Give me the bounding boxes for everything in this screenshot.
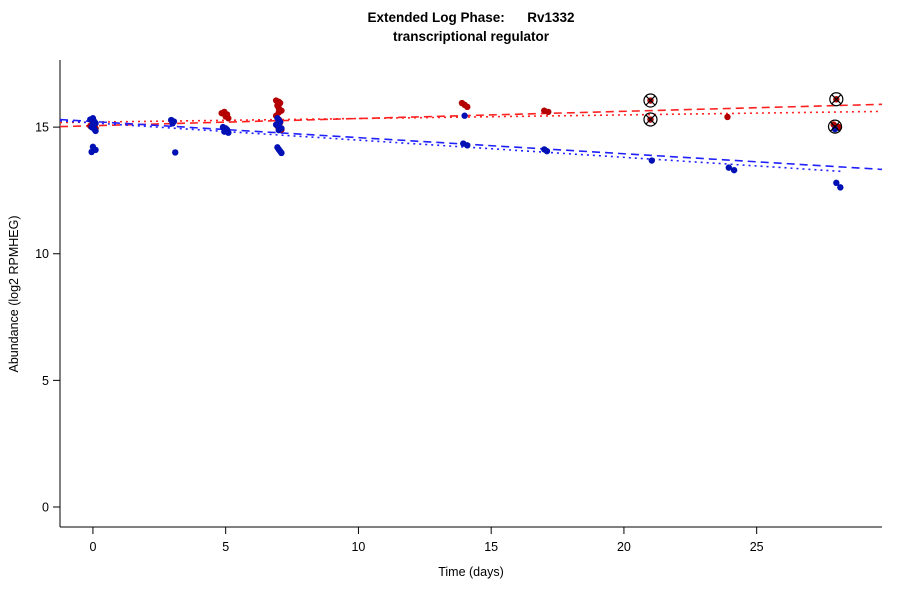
x-tick-label: 25 bbox=[750, 540, 764, 554]
data-point-blue-series bbox=[725, 164, 733, 171]
y-tick-label: 5 bbox=[42, 374, 49, 388]
chart-title: Extended Log Phase: Rv1332 transcription… bbox=[60, 8, 882, 46]
data-point-blue-series bbox=[278, 149, 285, 157]
data-point-red-series bbox=[464, 103, 471, 111]
trend-line-red-series-dashed bbox=[59, 103, 883, 128]
x-tick-label: 20 bbox=[617, 540, 631, 554]
data-point-blue-series bbox=[275, 126, 282, 134]
data-point-blue-series bbox=[833, 179, 840, 187]
data-point-red-series bbox=[225, 115, 232, 122]
x-tick-label: 10 bbox=[351, 540, 365, 554]
flagged-point-circle bbox=[827, 119, 843, 134]
data-point-blue-series bbox=[225, 129, 232, 136]
flagged-point-circle bbox=[829, 92, 844, 107]
data-point-blue-series bbox=[543, 147, 551, 155]
y-tick-label: 10 bbox=[35, 247, 49, 261]
data-point-blue-series bbox=[648, 157, 656, 164]
flagged-point-x bbox=[829, 121, 841, 132]
flagged-point-circle bbox=[643, 93, 658, 108]
chart-title-line1: Extended Log Phase: Rv1332 bbox=[367, 10, 575, 25]
x-tick-label: 5 bbox=[222, 540, 229, 554]
trend-line-blue-series-dashed bbox=[59, 118, 883, 171]
data-point-blue-series bbox=[92, 127, 99, 135]
flagged-point-x bbox=[831, 94, 842, 105]
data-point-blue-series bbox=[730, 166, 738, 174]
data-point-blue-series bbox=[169, 120, 176, 127]
data-point-red-series bbox=[545, 108, 552, 116]
x-axis-label: Time (days) bbox=[438, 565, 504, 579]
flagged-point-x bbox=[645, 95, 656, 106]
y-tick-label: 0 bbox=[42, 500, 49, 514]
flagged-point-x bbox=[645, 114, 656, 125]
trend-line-blue-series-dotted bbox=[59, 119, 842, 173]
data-point-blue-series bbox=[172, 149, 179, 156]
trend-line-red-series-dotted bbox=[59, 110, 883, 124]
x-tick-label: 0 bbox=[89, 540, 96, 554]
data-point-blue-series bbox=[461, 112, 468, 119]
data-point-blue-series bbox=[88, 148, 95, 156]
y-axis-label: Abundance (log2 RPMHEG) bbox=[7, 215, 21, 373]
data-point-blue-series bbox=[464, 142, 471, 149]
y-tick-label: 15 bbox=[35, 121, 49, 135]
x-tick-label: 15 bbox=[484, 540, 498, 554]
chart-title-line2: transcriptional regulator bbox=[392, 29, 550, 44]
data-point-red-series bbox=[724, 113, 731, 121]
data-point-blue-series bbox=[837, 184, 844, 191]
flagged-point-circle bbox=[643, 112, 658, 127]
